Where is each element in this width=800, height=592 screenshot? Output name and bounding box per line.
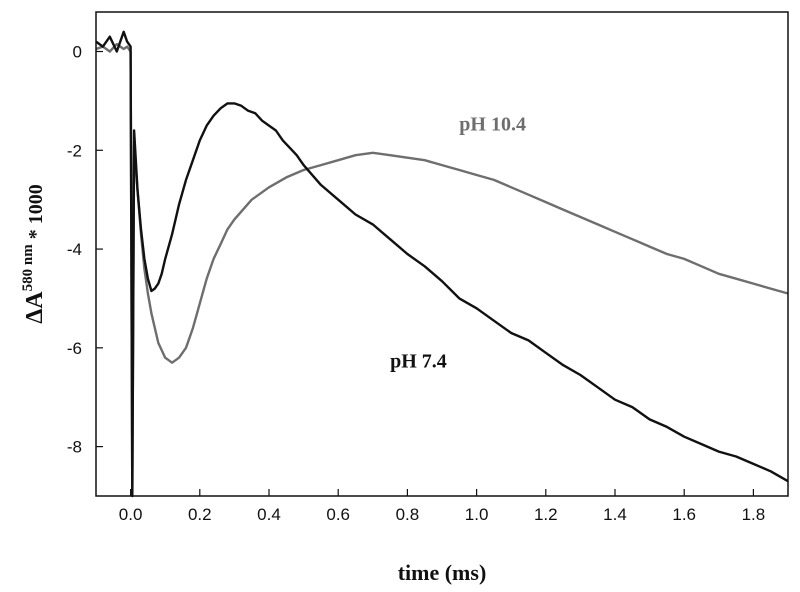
x-tick-label: 0.0 — [119, 505, 143, 524]
y-axis-label-suffix: * 1000 — [25, 184, 47, 244]
x-tick-label: 1.4 — [603, 505, 627, 524]
x-tick-label: 1.6 — [672, 505, 696, 524]
y-tick-label: -4 — [67, 240, 82, 259]
y-axis-label: ΔA580 nm * 1000 — [20, 184, 48, 323]
y-tick-label: 0 — [73, 43, 82, 62]
x-axis: 0.0 0.2 0.4 0.6 0.8 1.0 1.2 1.4 1.6 1.8 — [119, 489, 765, 524]
series-annotation: pH 7.4 — [390, 351, 447, 373]
series-annotations: pH 10.4 pH 7.4 — [390, 114, 526, 373]
series-annotation: pH 10.4 — [459, 114, 526, 136]
plot-frame — [95, 11, 789, 497]
series-line-ph-10-4 — [95, 42, 789, 498]
y-axis-label-delta: ΔA — [22, 291, 48, 324]
x-tick-label: 0.8 — [396, 505, 420, 524]
series-group — [95, 30, 789, 498]
x-axis-label: time (ms) — [398, 560, 487, 585]
y-tick-label: -6 — [67, 339, 82, 358]
x-tick-label: 1.8 — [742, 505, 766, 524]
x-tick-label: 0.4 — [257, 505, 281, 524]
y-axis: 0 -2 -4 -6 -8 — [67, 43, 103, 457]
x-tick-label: 1.0 — [465, 505, 489, 524]
x-tick-label: 0.2 — [188, 505, 212, 524]
series-line-ph-7-4 — [95, 30, 789, 498]
x-tick-label: 1.2 — [534, 505, 558, 524]
y-tick-label: -8 — [67, 438, 82, 457]
x-tick-label: 0.6 — [326, 505, 350, 524]
y-axis-label-subscript: 580 nm — [20, 244, 36, 292]
y-tick-label: -2 — [67, 141, 82, 160]
